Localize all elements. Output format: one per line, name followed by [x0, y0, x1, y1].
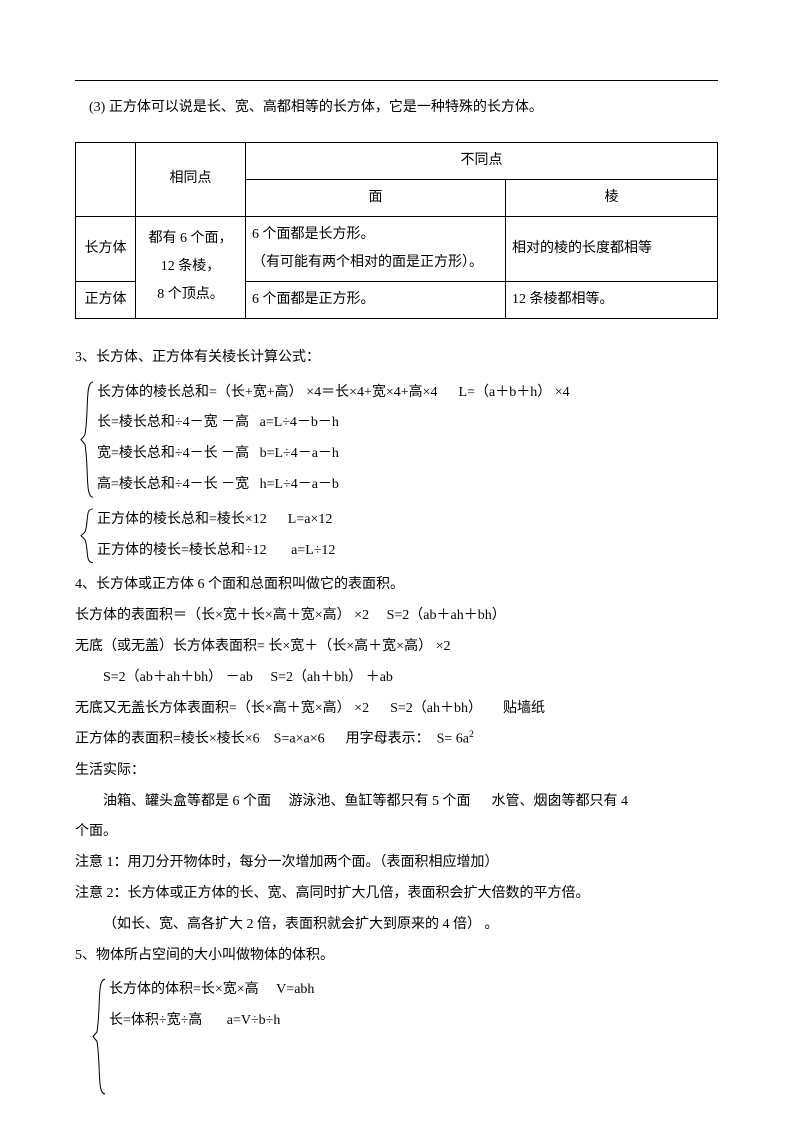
header-divider	[75, 80, 718, 81]
r2-edge: 12 条棱都相等。	[506, 281, 718, 318]
r1-face-l1: 6 个面都是长方形。	[252, 227, 375, 242]
r1-edge: 相对的棱的长度都相等	[506, 216, 718, 281]
sec4-note1: 注意 1：用刀分开物体时，每分一次增加两个面。（表面积相应增加）	[75, 848, 718, 879]
sec4-l5: 正方体的表面积=棱长×棱长×6 S=a×a×6 用字母表示： S= 6a2	[75, 724, 718, 755]
sec4-l2: 无底（或无盖）长方体表面积= 长×宽＋（长×高＋宽×高） ×2	[75, 632, 718, 663]
col-same: 相同点	[136, 142, 246, 216]
sec4-l5-pre: 正方体的表面积=棱长×棱长×6 S=a×a×6 用字母表示： S= 6a	[75, 732, 469, 747]
sec3-b2-l1: 正方体的棱长总和=棱长×12 L=a×12	[97, 505, 718, 536]
same-cell: 都有 6 个面， 12 条棱， 8 个顶点。	[136, 216, 246, 318]
same-l1: 都有 6 个面，	[149, 231, 233, 246]
sec4-l3: S=2（ab＋ah＋bh） －ab S=2（ah＋bh） ＋ab	[75, 663, 718, 694]
sec3-b1-l2: 长=棱长总和÷4－宽 －高 a=L÷4－b－h	[97, 408, 718, 439]
sec5-title: 5、物体所占空间的大小叫做物体的体积。	[75, 941, 718, 972]
curly-brace-icon	[79, 380, 95, 499]
sec5-b1-blank1	[109, 1037, 718, 1068]
sec4-l4: 无底又无盖长方体表面积=（长×高＋宽×高） ×2 S=2（ah＋bh） 贴墙纸	[75, 694, 718, 725]
same-l3: 8 个顶点。	[157, 287, 224, 302]
sec3-b1-l1: 长方体的棱长总和=（长+宽+高） ×4＝长×4+宽×4+高×4 L=（a＋b＋h…	[97, 378, 718, 409]
blank-corner	[76, 142, 136, 216]
row-cuboid: 长方体	[76, 216, 136, 281]
curly-brace-icon	[79, 507, 95, 565]
sec4-note2b: （如长、宽、高各扩大 2 倍，表面积就会扩大到原来的 4 倍） 。	[75, 910, 718, 941]
r1-face-l2: （有可能有两个相对的面是正方形）。	[252, 255, 483, 270]
sec3-bracket-group-2: 正方体的棱长总和=棱长×12 L=a×12 正方体的棱长=棱长总和÷12 a=L…	[75, 505, 718, 567]
sec4-life-title: 生活实际：	[75, 756, 718, 787]
r1-face: 6 个面都是长方形。 （有可能有两个相对的面是正方形）。	[246, 216, 506, 281]
curly-brace-icon	[91, 977, 107, 1096]
sec3-b1-l4: 高=棱长总和÷4－长 －宽 h=L÷4－a－b	[97, 470, 718, 501]
sec5-b1-l2: 长=体积÷宽÷高 a=V÷b÷h	[109, 1006, 718, 1037]
item-3-text: (3) 正方体可以说是长、宽、高都相等的长方体，它是一种特殊的长方体。	[75, 93, 718, 124]
sec5-b1-blank2	[109, 1068, 718, 1099]
sec5-bracket-group: 长方体的体积=长×宽×高 V=abh 长=体积÷宽÷高 a=V÷b÷h	[75, 975, 718, 1098]
same-l2: 12 条棱，	[161, 259, 221, 274]
col-face: 面	[246, 179, 506, 216]
sec4-life-l1b: 个面。	[75, 817, 718, 848]
sec5-b1-l1: 长方体的体积=长×宽×高 V=abh	[109, 975, 718, 1006]
r2-face: 6 个面都是正方形。	[246, 281, 506, 318]
sec3-b2-l2: 正方体的棱长=棱长总和÷12 a=L÷12	[97, 536, 718, 567]
comparison-table: 相同点 不同点 面 棱 长方体 都有 6 个面， 12 条棱， 8 个顶点。 6…	[75, 142, 718, 319]
superscript-2: 2	[469, 729, 474, 740]
sec4-life-l1: 油箱、罐头盒等都是 6 个面 游泳池、鱼缸等都只有 5 个面 水管、烟囱等都只有…	[75, 787, 718, 818]
sec3-b1-l3: 宽=棱长总和÷4－长 －高 b=L÷4－a－h	[97, 439, 718, 470]
sec3-bracket-group-1: 长方体的棱长总和=（长+宽+高） ×4＝长×4+宽×4+高×4 L=（a＋b＋h…	[75, 378, 718, 501]
row-cube: 正方体	[76, 281, 136, 318]
col-edge: 棱	[506, 179, 718, 216]
sec4-l1: 长方体的表面积＝（长×宽＋长×高＋宽×高） ×2 S=2（ab＋ah＋bh）	[75, 601, 718, 632]
sec3-title: 3、长方体、正方体有关棱长计算公式：	[75, 343, 718, 374]
sec4-title: 4、长方体或正方体 6 个面和总面积叫做它的表面积。	[75, 570, 718, 601]
col-diff: 不同点	[246, 142, 718, 179]
sec4-note2: 注意 2：长方体或正方体的长、宽、高同时扩大几倍，表面积会扩大倍数的平方倍。	[75, 879, 718, 910]
